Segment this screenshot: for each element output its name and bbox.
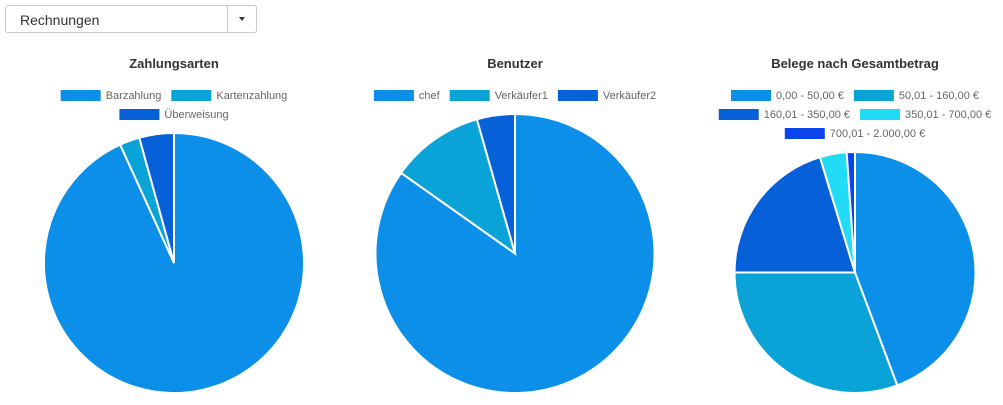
legend-label: Barzahlung: [106, 90, 162, 102]
legend-item: Kartenzahlung: [171, 90, 287, 102]
legend-label: Verkäufer1: [495, 90, 548, 102]
legend-label: 350,01 - 700,00 €: [905, 109, 991, 121]
legend-swatch: [730, 90, 771, 101]
chart-title: Belege nach Gesamtbetrag: [771, 56, 939, 71]
pie-slice: [854, 150, 977, 387]
legend-swatch: [784, 128, 825, 139]
legend-item: 160,01 - 350,00 €: [718, 109, 850, 121]
legend-label: 700,01 - 2.000,00 €: [830, 128, 925, 140]
legend-item: Verkäufer2: [557, 90, 656, 102]
dropdown[interactable]: Rechnungen: [5, 5, 257, 33]
legend-swatch: [171, 90, 212, 101]
dropdown-button[interactable]: [227, 6, 256, 32]
pie-slice: [475, 112, 516, 254]
legend-item: Barzahlung: [60, 90, 162, 102]
legend-item: 0,00 - 50,00 €: [730, 90, 844, 102]
pie-slice: [43, 131, 305, 394]
legend-label: 0,00 - 50,00 €: [776, 90, 844, 102]
legend-label: Verkäufer2: [603, 90, 656, 102]
legend-label: 160,01 - 350,00 €: [764, 109, 850, 121]
legend-swatch: [860, 109, 900, 120]
legend-swatch: [853, 90, 894, 101]
legend-item: 350,01 - 700,00 €: [860, 109, 991, 121]
legend-swatch: [449, 90, 490, 101]
dropdown-label: Rechnungen: [20, 12, 100, 28]
legend-item: chef: [373, 90, 441, 102]
legend-label: 50,01 - 160,00 €: [899, 90, 979, 102]
legend-item: 700,01 - 2.000,00 €: [784, 128, 925, 140]
pie-slice: [733, 271, 899, 394]
legend-item: 50,01 - 160,00 €: [853, 90, 979, 102]
chart-title: Zahlungsarten: [129, 56, 219, 71]
legend-item: Verkäufer1: [449, 90, 548, 102]
legend-swatch: [557, 90, 598, 101]
legend-swatch: [119, 109, 160, 120]
pie-slice: [399, 118, 517, 256]
chart-title: Benutzer: [487, 56, 543, 71]
legend-label: Kartenzahlung: [216, 90, 287, 102]
pie-slice: [138, 131, 175, 264]
pie-slice: [845, 150, 856, 273]
legend-swatch: [718, 109, 759, 120]
pie-slice: [733, 155, 857, 274]
legend-label: chef: [419, 90, 441, 102]
legend-swatch: [373, 90, 414, 101]
legend-swatch: [60, 90, 101, 101]
legend-item: Überweisung: [119, 109, 229, 121]
legend-label: Überweisung: [164, 109, 228, 121]
